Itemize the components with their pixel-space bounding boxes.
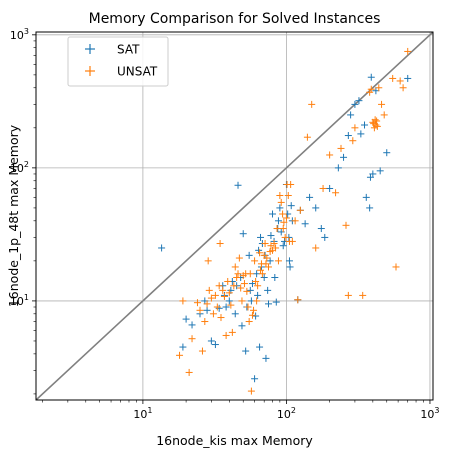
x-axis-label: 16node_kis max Memory	[156, 433, 313, 448]
x-tick-label: 101	[133, 406, 152, 421]
legend: SAT UNSAT	[68, 37, 168, 86]
chart-title: Memory Comparison for Solved Instances	[89, 11, 381, 27]
y-axis-label: 16node_1p_48t max Memory	[6, 124, 21, 307]
x-tick-label: 102	[277, 406, 296, 421]
legend-unsat-label: UNSAT	[117, 65, 158, 79]
legend-sat-label: SAT	[117, 43, 140, 57]
x-tick-label: 103	[420, 406, 439, 421]
y-tick-label: 103	[10, 27, 29, 42]
